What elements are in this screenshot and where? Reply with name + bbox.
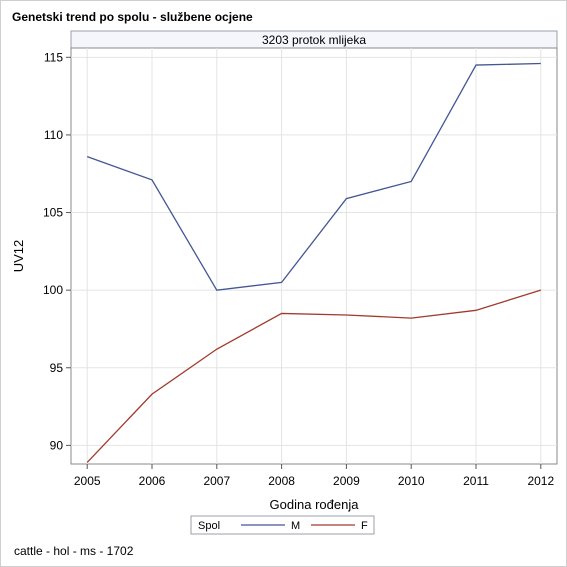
y-axis: 90 95 100 105 110 115 [43, 50, 71, 452]
y-tick-label: 95 [50, 361, 64, 375]
y-tick-label: 105 [43, 206, 63, 220]
series-line-m [86, 62, 541, 291]
x-axis-label: Godina rođenja [270, 497, 360, 512]
series-line-f [86, 289, 541, 463]
x-tick-label: 2009 [333, 474, 360, 488]
y-tick-label: 110 [44, 128, 63, 142]
y-axis-label: UV12 [11, 240, 26, 273]
grid [71, 48, 557, 464]
chart-title: Genetski trend po spolu - službene ocjen… [12, 10, 253, 24]
legend-label-m: M [291, 520, 300, 532]
footer-text: cattle - hol - ms - 1702 [14, 544, 134, 558]
y-tick-label: 115 [44, 50, 63, 64]
x-tick-label: 2005 [74, 474, 101, 488]
series-lines [86, 62, 541, 463]
x-tick-label: 2011 [463, 474, 489, 488]
x-tick-label: 2010 [398, 474, 425, 488]
legend: Spol M F [190, 515, 375, 535]
x-axis: 2005 2006 2007 2008 2009 2010 2011 2012 [74, 464, 554, 488]
plot-area [70, 47, 558, 465]
x-tick-label: 2008 [268, 474, 295, 488]
x-tick-label: 2006 [139, 474, 166, 488]
x-tick-label: 2012 [527, 474, 554, 488]
y-tick-label: 90 [50, 438, 64, 452]
legend-title: Spol [198, 520, 220, 532]
panel-label: 3203 protok mlijeka [262, 33, 366, 47]
legend-label-f: F [361, 520, 368, 532]
x-tick-label: 2007 [203, 474, 230, 488]
y-tick-label: 100 [43, 283, 63, 297]
